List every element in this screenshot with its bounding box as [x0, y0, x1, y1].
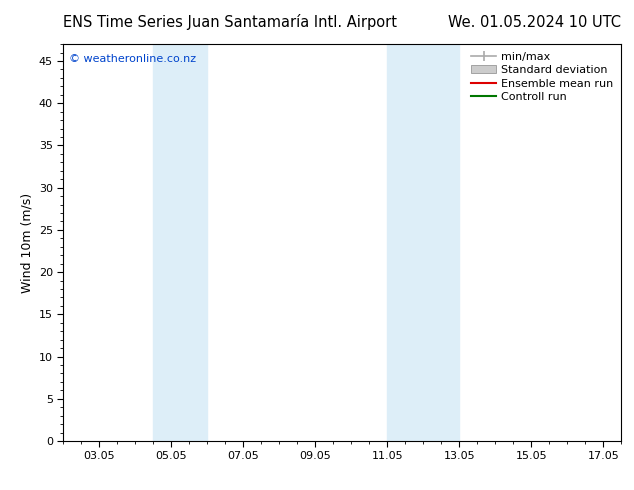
Y-axis label: Wind 10m (m/s): Wind 10m (m/s) [20, 193, 34, 293]
Text: © weatheronline.co.nz: © weatheronline.co.nz [69, 54, 196, 64]
Legend: min/max, Standard deviation, Ensemble mean run, Controll run: min/max, Standard deviation, Ensemble me… [469, 49, 616, 104]
Bar [387, 44, 460, 441]
Text: We. 01.05.2024 10 UTC: We. 01.05.2024 10 UTC [448, 15, 621, 29]
Text: ENS Time Series Juan Santamaría Intl. Airport: ENS Time Series Juan Santamaría Intl. Ai… [63, 14, 398, 30]
Bar [153, 44, 207, 441]
